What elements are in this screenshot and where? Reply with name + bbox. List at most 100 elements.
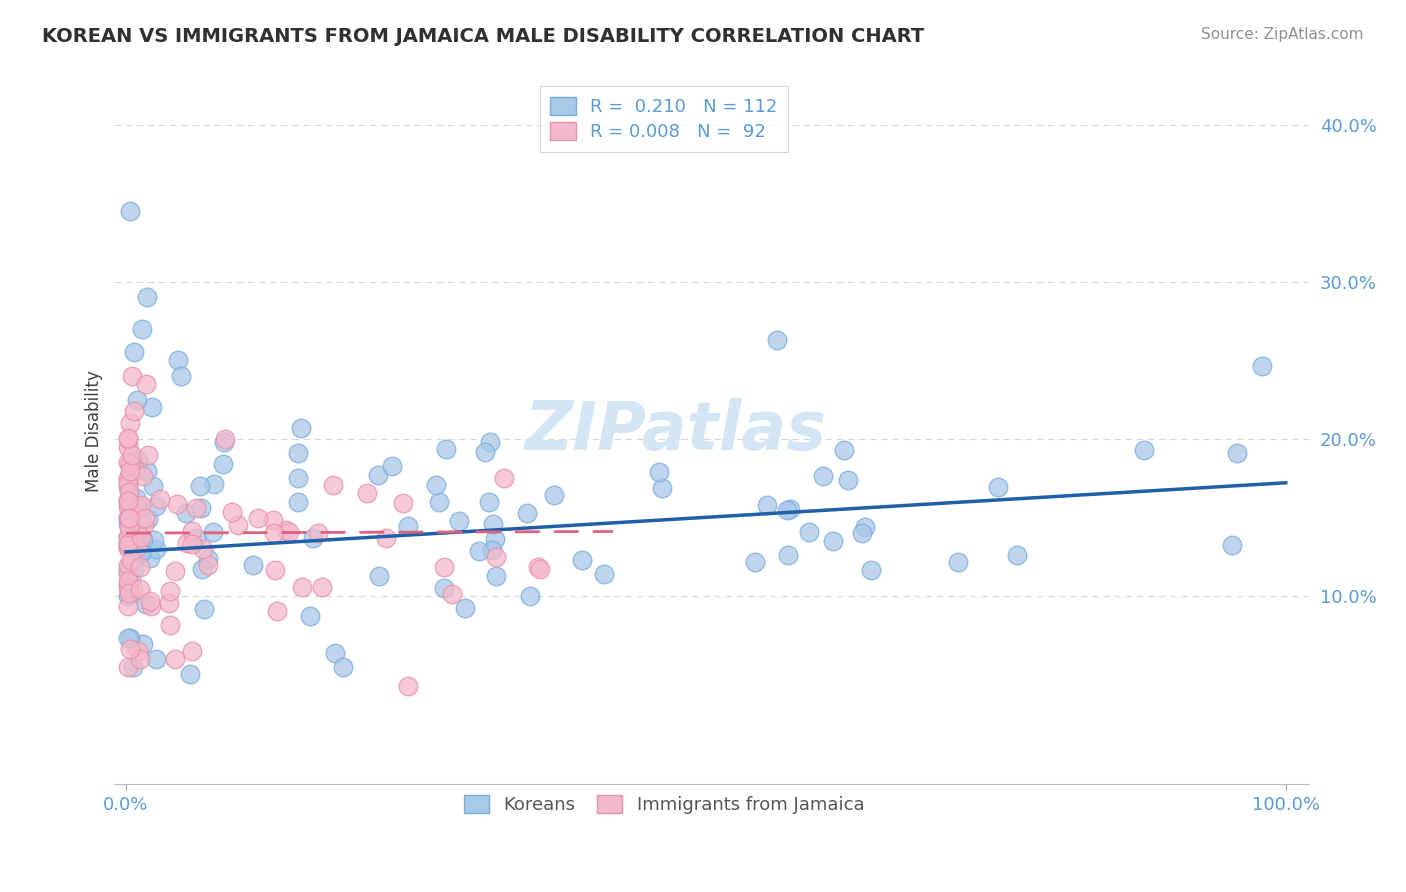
Point bbox=[141, 401, 163, 415]
Point bbox=[117, 432, 139, 446]
Point bbox=[120, 574, 142, 588]
Point bbox=[117, 537, 139, 551]
Point bbox=[191, 542, 214, 557]
Point bbox=[117, 493, 139, 508]
Point bbox=[138, 511, 160, 525]
Point bbox=[117, 431, 139, 445]
Point bbox=[1226, 446, 1249, 460]
Point bbox=[447, 514, 470, 528]
Point bbox=[425, 478, 447, 492]
Point bbox=[176, 535, 198, 549]
Point bbox=[432, 581, 454, 595]
Point bbox=[131, 498, 153, 512]
Point bbox=[120, 552, 142, 566]
Point bbox=[837, 473, 859, 487]
Point bbox=[117, 530, 139, 544]
Point bbox=[474, 445, 496, 459]
Point bbox=[427, 494, 450, 508]
Point bbox=[396, 518, 419, 533]
Point bbox=[799, 525, 821, 540]
Point bbox=[129, 652, 152, 666]
Point bbox=[648, 465, 671, 479]
Point bbox=[226, 518, 249, 533]
Point bbox=[149, 492, 172, 507]
Point bbox=[441, 587, 464, 601]
Point bbox=[127, 452, 149, 467]
Point bbox=[145, 542, 167, 557]
Point bbox=[139, 593, 162, 607]
Point bbox=[593, 567, 616, 582]
Point bbox=[131, 469, 153, 483]
Point bbox=[811, 469, 834, 483]
Point bbox=[118, 511, 141, 525]
Point bbox=[278, 524, 301, 539]
Point bbox=[117, 536, 139, 550]
Point bbox=[481, 542, 503, 557]
Point bbox=[181, 524, 204, 538]
Point bbox=[482, 517, 505, 532]
Point bbox=[163, 652, 186, 666]
Point bbox=[117, 540, 139, 554]
Point bbox=[122, 533, 145, 548]
Point bbox=[117, 440, 139, 454]
Point bbox=[202, 524, 225, 539]
Point bbox=[197, 558, 219, 573]
Point bbox=[287, 445, 309, 459]
Point bbox=[276, 523, 298, 537]
Point bbox=[120, 541, 142, 555]
Point bbox=[181, 536, 204, 550]
Point bbox=[117, 520, 139, 534]
Point bbox=[117, 631, 139, 645]
Point bbox=[478, 495, 501, 509]
Point bbox=[186, 531, 208, 545]
Point bbox=[145, 652, 167, 666]
Point bbox=[776, 503, 799, 517]
Point bbox=[117, 509, 139, 524]
Point bbox=[117, 659, 139, 673]
Y-axis label: Male Disability: Male Disability bbox=[86, 370, 103, 491]
Point bbox=[184, 500, 207, 515]
Point bbox=[125, 498, 148, 512]
Point bbox=[166, 497, 188, 511]
Point bbox=[492, 471, 515, 485]
Point bbox=[571, 553, 593, 567]
Point bbox=[381, 459, 404, 474]
Point bbox=[122, 659, 145, 673]
Point bbox=[434, 442, 457, 456]
Point bbox=[136, 464, 159, 478]
Point bbox=[1133, 443, 1156, 458]
Point bbox=[311, 580, 333, 594]
Point bbox=[124, 463, 146, 477]
Point bbox=[484, 569, 506, 583]
Point bbox=[202, 476, 225, 491]
Point bbox=[117, 566, 139, 581]
Point bbox=[132, 517, 155, 532]
Point bbox=[117, 516, 139, 531]
Point bbox=[179, 667, 201, 681]
Point bbox=[121, 448, 143, 462]
Point bbox=[139, 599, 162, 613]
Point bbox=[851, 525, 873, 540]
Point bbox=[479, 435, 502, 450]
Point bbox=[127, 644, 149, 658]
Point bbox=[543, 488, 565, 502]
Point bbox=[139, 551, 162, 566]
Point bbox=[142, 478, 165, 492]
Point bbox=[118, 631, 141, 645]
Point bbox=[529, 561, 551, 575]
Point bbox=[122, 403, 145, 417]
Point bbox=[263, 563, 285, 577]
Point bbox=[174, 506, 197, 520]
Point bbox=[117, 495, 139, 509]
Point bbox=[392, 496, 415, 510]
Point bbox=[117, 561, 139, 575]
Point bbox=[117, 581, 139, 595]
Point bbox=[163, 564, 186, 578]
Point bbox=[298, 608, 321, 623]
Point bbox=[120, 204, 142, 219]
Point bbox=[117, 566, 139, 580]
Point bbox=[127, 532, 149, 546]
Point bbox=[246, 511, 269, 525]
Point bbox=[136, 448, 159, 462]
Point bbox=[120, 457, 142, 471]
